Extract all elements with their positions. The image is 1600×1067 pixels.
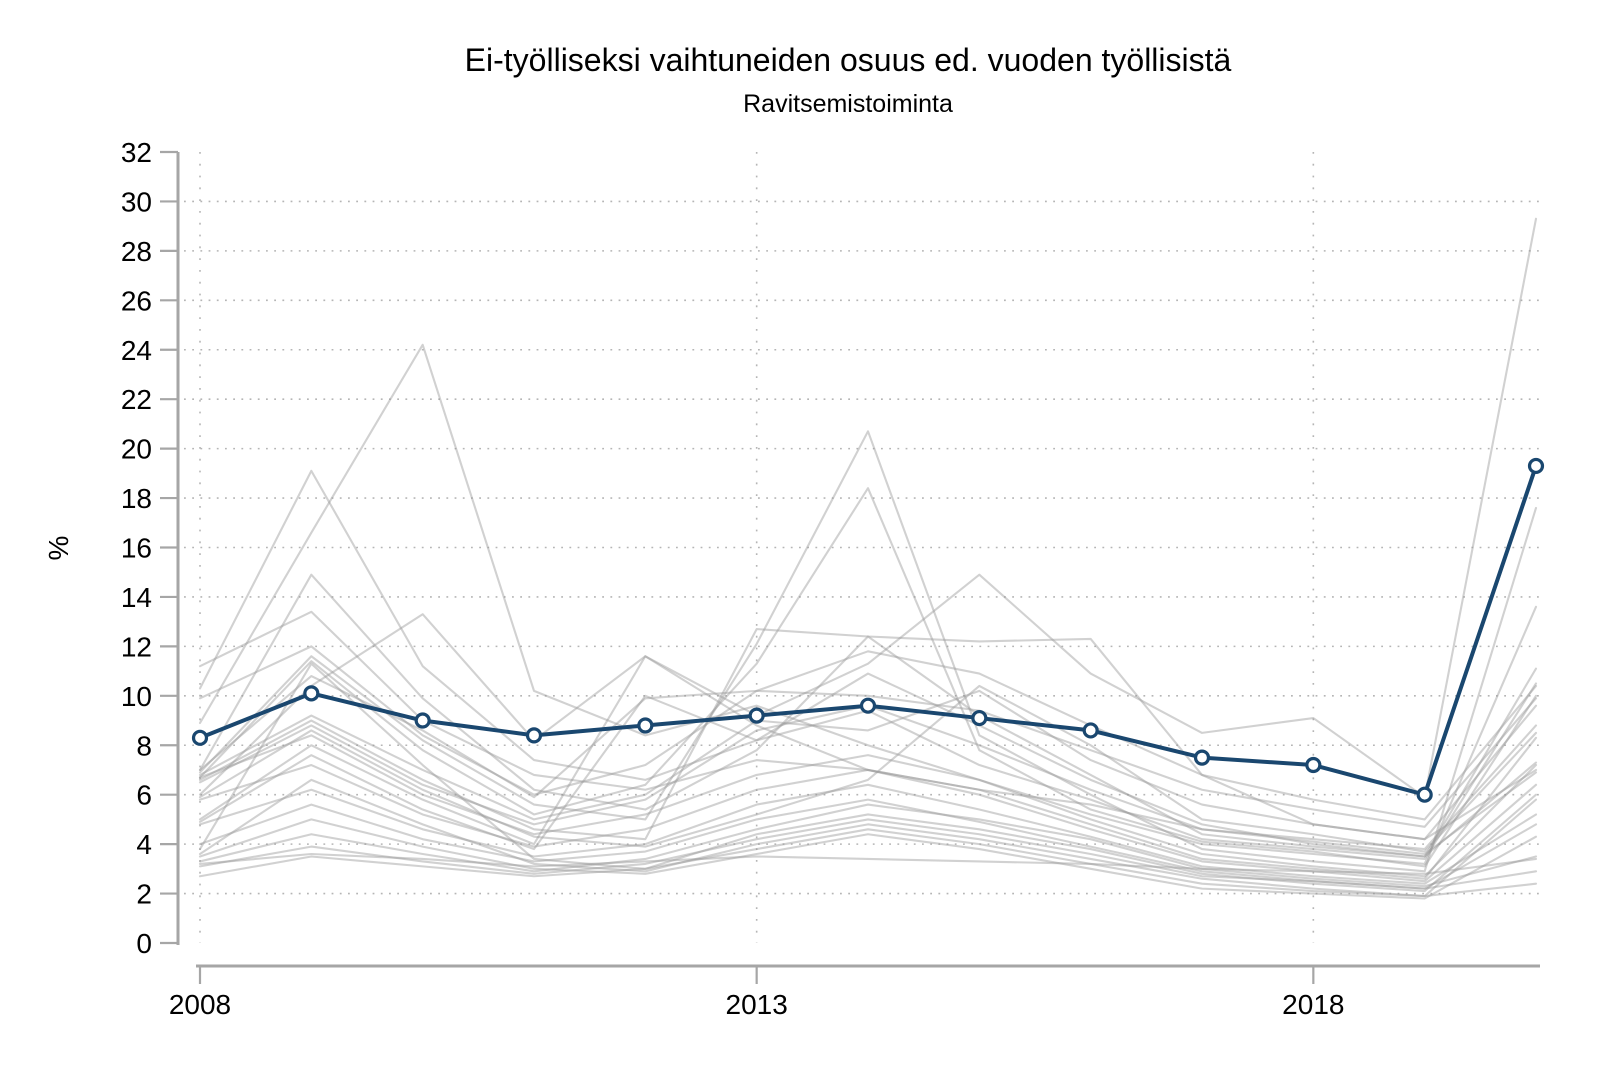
background-line	[198, 672, 1538, 858]
y-tick-label: 28	[121, 236, 152, 267]
background-line	[198, 430, 1538, 873]
data-point-marker	[1416, 786, 1433, 803]
background-line	[198, 628, 1538, 841]
background-line	[198, 803, 1538, 888]
x-tick-label: 2008	[169, 989, 231, 1020]
data-point-marker	[859, 697, 877, 714]
data-point-marker	[303, 685, 320, 702]
background-line	[198, 650, 1538, 821]
background-line	[198, 689, 1538, 841]
y-tick-label: 6	[136, 780, 152, 811]
background-line	[198, 573, 1538, 858]
y-tick-label: 18	[121, 483, 152, 514]
background-line	[198, 783, 1538, 885]
y-tick-label: 10	[121, 681, 152, 712]
background-line	[198, 818, 1538, 900]
y-tick-label: 14	[121, 582, 152, 613]
background-line	[198, 217, 1538, 799]
background-line	[198, 852, 1538, 875]
background-line	[198, 828, 1538, 898]
y-axis-title: %	[43, 536, 74, 561]
y-tick-label: 20	[121, 434, 152, 465]
data-point-marker	[637, 717, 654, 734]
y-tick-label: 4	[136, 829, 152, 860]
data-point-marker	[1193, 749, 1211, 766]
background-line	[198, 684, 1538, 853]
background-series	[198, 217, 1538, 900]
y-tick-label: 32	[121, 137, 152, 168]
chart-title: Ei-työlliseksi vaihtuneiden osuus ed. vu…	[465, 42, 1232, 78]
background-line	[198, 662, 1538, 893]
y-tick-label: 0	[136, 928, 152, 959]
x-tick-label: 2013	[726, 989, 788, 1020]
background-line	[198, 655, 1538, 880]
background-line	[198, 645, 1538, 828]
highlight-series	[191, 457, 1545, 803]
background-line	[198, 763, 1538, 883]
background-line	[198, 734, 1538, 878]
data-point-marker	[1082, 722, 1099, 739]
y-tick-label: 2	[136, 879, 152, 910]
y-tick-label: 16	[121, 533, 152, 564]
x-tick-label: 2018	[1282, 989, 1344, 1020]
data-point-marker	[191, 729, 209, 746]
y-tick-label: 22	[121, 384, 152, 415]
data-point-marker	[971, 709, 988, 727]
y-tick-label: 12	[121, 631, 152, 662]
background-line	[198, 798, 1538, 890]
y-tick-label: 24	[121, 335, 152, 366]
data-point-marker	[525, 727, 543, 744]
background-line	[198, 818, 1538, 890]
chart-subtitle: Ravitsemistoiminta	[743, 90, 953, 118]
background-line	[198, 778, 1538, 898]
data-point-marker	[414, 712, 431, 729]
data-point-marker	[1305, 756, 1322, 774]
y-tick-label: 26	[121, 285, 152, 316]
background-line	[198, 343, 1538, 865]
background-line	[198, 469, 1538, 861]
background-line	[198, 487, 1538, 868]
data-point-marker	[748, 707, 765, 724]
y-tick-label: 30	[121, 186, 152, 217]
data-point-marker	[1527, 457, 1545, 475]
y-tick-label: 8	[136, 730, 152, 761]
